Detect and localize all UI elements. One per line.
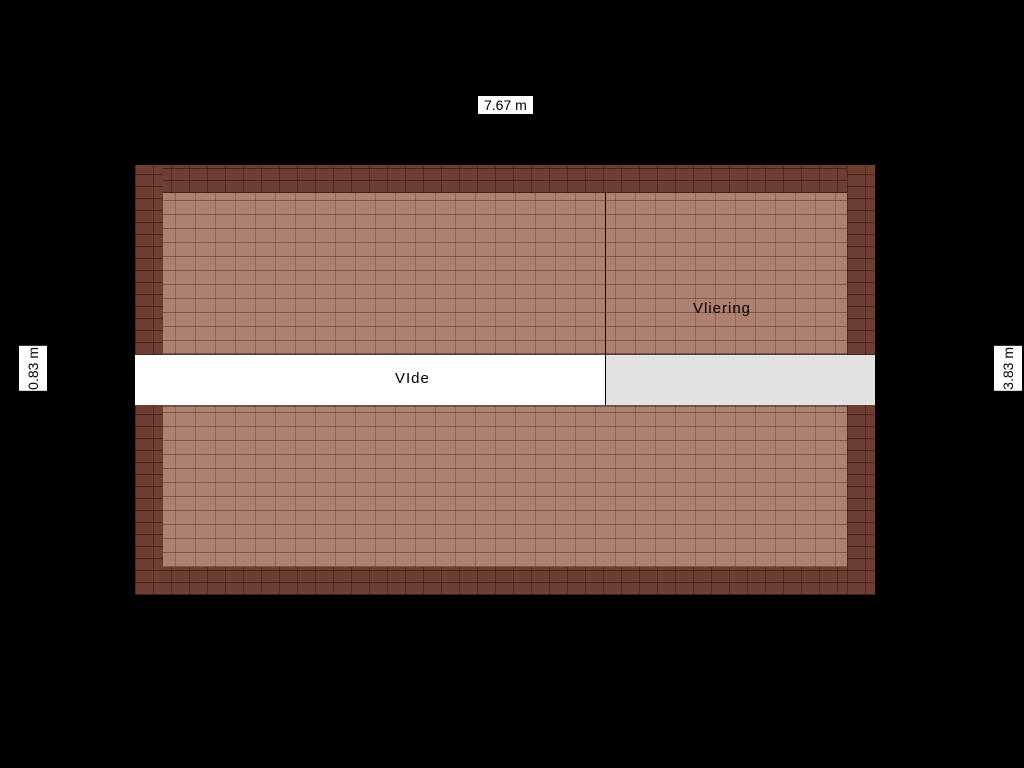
- label-vliering: Vliering: [693, 300, 751, 317]
- roof-edge: [135, 405, 163, 595]
- dimension-top-width: 7.67 m: [478, 96, 533, 114]
- roof-inner-shade: [163, 193, 847, 355]
- roof-inner-shade: [163, 405, 847, 567]
- dimension-left-height: 0.83 m: [19, 346, 47, 391]
- room-divider: [605, 193, 606, 405]
- room-vliering-floor: [605, 355, 875, 405]
- roof-edge: [847, 405, 875, 595]
- roof-edge: [135, 165, 163, 355]
- roof-slope-bottom: [135, 405, 875, 595]
- floorplan-container: [135, 165, 875, 595]
- roof-edge: [135, 567, 875, 595]
- label-vide: VIde: [395, 370, 430, 387]
- roof-slope-top: [135, 165, 875, 355]
- roof-edge: [135, 165, 875, 193]
- room-vide: [135, 355, 605, 405]
- roof-edge: [847, 165, 875, 355]
- dimension-right-height: 3.83 m: [994, 346, 1022, 391]
- ridge-strip: [135, 355, 875, 405]
